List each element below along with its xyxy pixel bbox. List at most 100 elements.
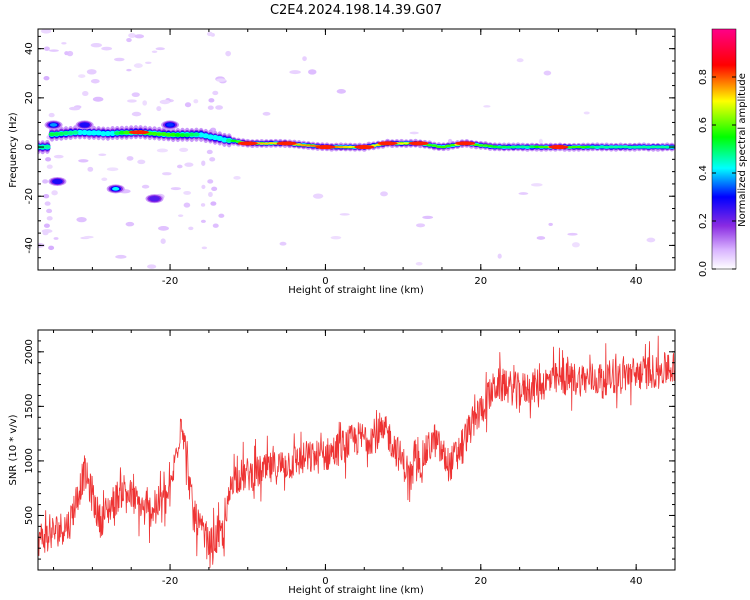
x-tick-label: 20	[474, 276, 487, 287]
spectrogram-ridge-cell	[347, 145, 354, 148]
spectrogram-ridge-cell	[538, 145, 545, 149]
spectrogram-ridge-cell	[542, 145, 550, 149]
spectrogram-hotspot	[237, 141, 258, 146]
spectrogram-speckle	[201, 246, 208, 250]
spectrogram-speckle	[312, 193, 324, 199]
spectrogram-ridge-cell	[193, 132, 200, 137]
spectrogram-speckle	[142, 100, 148, 106]
spectrogram-ridge-cell	[403, 142, 410, 145]
spectrogram-speckle	[78, 74, 86, 78]
spectrogram-ridge-cell	[151, 131, 158, 136]
spectrogram-ridge-cell	[594, 145, 601, 149]
spectrogram-speckle	[155, 47, 165, 51]
spectrogram-speckle	[336, 89, 346, 94]
spectrogram-speckle	[78, 159, 89, 163]
spectrogram-ridge-cell	[528, 145, 536, 148]
spectrogram-ridge-cell	[81, 129, 88, 136]
spectrogram-speckle	[101, 46, 113, 51]
spectrogram-ridge-cell	[225, 138, 233, 143]
spectrogram-blob	[52, 178, 63, 185]
spectrogram-speckle	[646, 237, 656, 243]
spectrogram-speckle	[53, 237, 59, 240]
spectrogram-hotspot	[455, 141, 476, 146]
spectrogram-speckle	[46, 164, 53, 169]
spectrogram-speckle	[302, 56, 307, 62]
spectrogram-hotspot	[128, 130, 149, 135]
spectrogram-speckle	[330, 236, 342, 240]
spectrogram-speckle	[162, 172, 172, 176]
spectrogram-ridge-cell	[188, 132, 196, 137]
spectrogram-ridge-cell	[165, 132, 172, 137]
y-tick-label: 2000	[24, 339, 35, 364]
y-tick-label: 1500	[24, 394, 35, 419]
spectrogram-speckle	[212, 90, 219, 96]
colorbar-gradient	[711, 28, 737, 270]
spectrogram-ridge-cell	[295, 143, 303, 146]
spectrogram-ridge-cell	[519, 145, 526, 148]
spectrogram-speckle	[184, 102, 192, 108]
spectrogram-speckle	[380, 191, 388, 197]
spectrogram-speckle	[87, 166, 94, 172]
spectrogram-speckle	[209, 157, 216, 162]
spectrogram-speckle	[151, 50, 158, 54]
spectrogram-panel: -20 0 20 40 -40 -20 0 20 40 Height of straight l…	[8, 28, 676, 296]
spectrogram-speckle	[48, 49, 59, 52]
spectrogram-ridge-cell	[258, 142, 265, 145]
spectrogram-ridge-cell	[640, 145, 648, 149]
spectrogram-speckle	[206, 149, 213, 155]
colorbar-label: Normalized spectral amplitude	[737, 73, 748, 227]
spectrogram-speckle	[83, 235, 94, 239]
spectrogram-speckle	[90, 42, 103, 48]
x-tick-label: -20	[162, 276, 178, 287]
spectrogram-ridge-cell	[603, 145, 610, 149]
spectrogram-speckle	[160, 238, 166, 244]
spectrogram-speckle	[126, 156, 134, 161]
spectrogram-speckle	[42, 230, 49, 236]
spectrogram-speckle	[48, 112, 55, 118]
spectrogram-speckle	[179, 147, 189, 152]
spectrogram-speckle	[225, 50, 232, 57]
spectrogram-speckle	[215, 78, 227, 82]
spectrogram-ridge-cell	[477, 144, 484, 147]
spectrogram-ridge-cell	[100, 130, 107, 137]
spectrogram-speckle	[86, 69, 97, 75]
spectrogram-speckle	[415, 262, 423, 266]
spectrogram-ridge-cell	[53, 132, 60, 136]
spectrogram-speckle	[44, 201, 51, 206]
spectrogram-blob	[112, 187, 120, 191]
spectrogram-speckle	[43, 223, 50, 228]
y-tick-label: 40	[24, 42, 35, 55]
spectrogram-hotspot	[548, 145, 569, 150]
spectrogram-speckle	[210, 201, 217, 206]
spectrogram-ridge-cell	[580, 145, 587, 149]
spectrogram-speckle	[101, 177, 108, 182]
spectrogram-speckle	[583, 111, 590, 115]
spectrogram-speckle	[127, 99, 137, 103]
spectrogram-speckle	[201, 160, 206, 166]
spectrogram-ridge-cell	[305, 144, 312, 147]
spectrogram-speckle	[64, 51, 69, 56]
spectrogram-blob	[166, 123, 174, 127]
spectrogram-speckle	[145, 61, 152, 64]
y-tick-label: -40	[24, 237, 35, 253]
spectrogram-ridge-cell	[524, 145, 531, 149]
spectrogram-speckle	[156, 106, 162, 112]
spectrogram-speckle	[207, 105, 214, 110]
spectrogram-speckle	[207, 179, 214, 184]
snr-frame	[37, 329, 676, 571]
y-tick-label: 20	[24, 91, 35, 104]
spectrogram-hotspot	[315, 145, 336, 150]
spectrogram-ridge-cell	[118, 130, 126, 135]
spectrogram-ridge-cell	[104, 130, 112, 137]
spectrogram-ridge-cell	[622, 145, 629, 149]
spectrogram-speckle	[183, 190, 192, 195]
chart-title: C2E4.2024.198.14.39.G07	[270, 3, 442, 18]
spectrogram-ridge-cell	[114, 131, 121, 136]
spectrogram-speckle	[193, 99, 199, 104]
x-tick-label: 0	[322, 276, 328, 287]
spectrogram-ridge-cell	[645, 145, 652, 149]
spectrogram-speckle	[61, 42, 67, 45]
spectrogram-ridge-cell	[631, 145, 638, 149]
spectrogram-speckle	[42, 179, 49, 184]
spectrogram-blob	[149, 195, 160, 202]
